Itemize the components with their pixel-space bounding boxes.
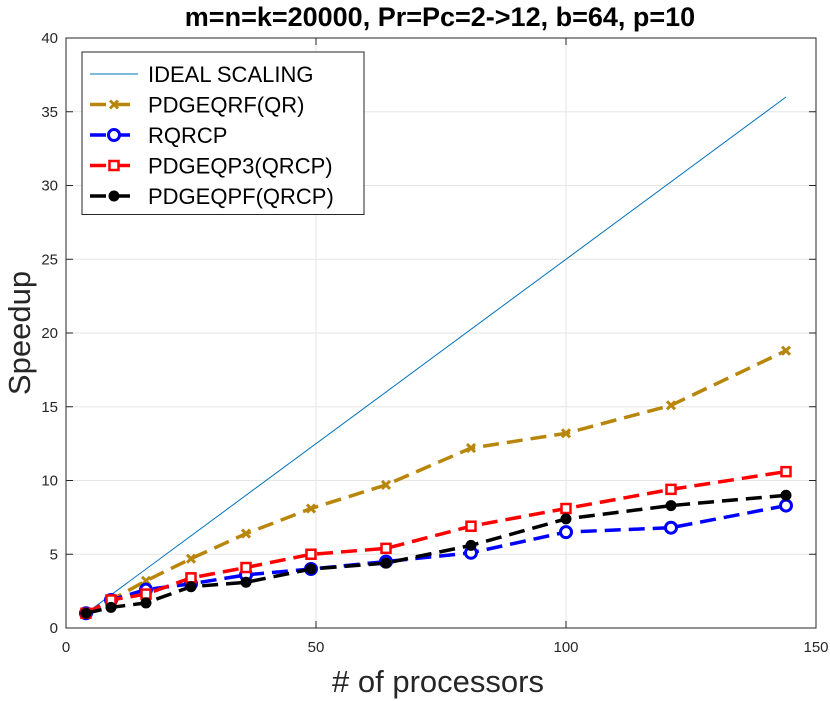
data-point (380, 557, 392, 569)
data-point (185, 553, 197, 564)
x-axis-label: # of processors (332, 664, 544, 699)
y-tick-label: 30 (41, 178, 58, 195)
y-tick-label: 40 (41, 30, 58, 47)
data-point (665, 400, 677, 411)
series-pdgeqp3-qrcp- (80, 465, 792, 619)
y-tick-label: 10 (41, 473, 58, 490)
legend-entry-label: RQRCP (148, 123, 227, 148)
data-point (465, 442, 477, 454)
legend: IDEAL SCALING PDGEQRF(QR) RQRCP PDGEQP3(QRC… (81, 51, 365, 215)
data-point (80, 607, 92, 619)
data-point (380, 479, 392, 490)
series-pdgeqrf-qr- (80, 345, 792, 619)
x-tick-label: 100 (553, 639, 578, 656)
data-point (780, 345, 792, 356)
data-point (305, 563, 317, 575)
series-rqrcp (79, 498, 793, 621)
y-tick-label: 15 (41, 399, 58, 416)
legend-swatch-marker (108, 99, 120, 110)
data-point (560, 513, 572, 525)
data-point (185, 581, 197, 593)
x-tick-label: 50 (308, 639, 325, 656)
data-point (779, 498, 793, 513)
data-point (560, 428, 572, 439)
data-point (560, 502, 572, 515)
data-point (780, 465, 792, 478)
x-tick-label: 150 (803, 639, 828, 656)
y-axis-label: Speedup (2, 271, 37, 395)
data-point (140, 588, 152, 600)
legend-entry-label: PDGEQP3(QRCP) (148, 154, 333, 179)
series-line (85, 96, 787, 614)
legend-entry-label: PDGEQPF(QRCP) (148, 184, 334, 209)
data-point (465, 539, 477, 551)
y-tick-label: 35 (41, 104, 58, 121)
data-point (140, 597, 152, 609)
chart-title: m=n=k=20000, Pr=Pc=2->12, b=64, p=10 (185, 2, 695, 32)
x-tick-label: 0 (62, 639, 70, 656)
data-point (240, 561, 252, 574)
y-tick-label: 20 (41, 325, 58, 342)
data-point (465, 520, 477, 532)
y-tick-label: 5 (50, 546, 58, 563)
data-point (105, 601, 117, 613)
data-point (780, 489, 792, 501)
data-point (240, 576, 252, 588)
series-line (85, 469, 787, 615)
series-ideal-scaling (85, 96, 787, 614)
data-point (305, 548, 317, 560)
axis-ticks: 0 50 100 150 0 5 10 15 20 25 30 35 40 (41, 30, 828, 656)
data-series (79, 96, 793, 621)
legend-swatch-marker (107, 128, 121, 142)
data-point (240, 528, 252, 539)
y-tick-label: 25 (41, 251, 58, 268)
grid-lines (66, 38, 816, 628)
legend-entry-label: PDGEQRF(QR) (148, 93, 304, 118)
legend-swatch-marker (108, 159, 120, 172)
data-point (665, 500, 677, 512)
data-point (305, 503, 317, 514)
legend-swatch-marker (108, 190, 120, 202)
series-pdgeqpf-qrcp- (80, 489, 792, 619)
data-point (559, 525, 573, 540)
data-point (380, 542, 392, 555)
legend-entry-label: IDEAL SCALING (148, 62, 313, 87)
data-point (664, 520, 678, 535)
y-tick-label: 0 (50, 620, 58, 637)
data-point (185, 572, 197, 584)
data-point (665, 483, 677, 496)
